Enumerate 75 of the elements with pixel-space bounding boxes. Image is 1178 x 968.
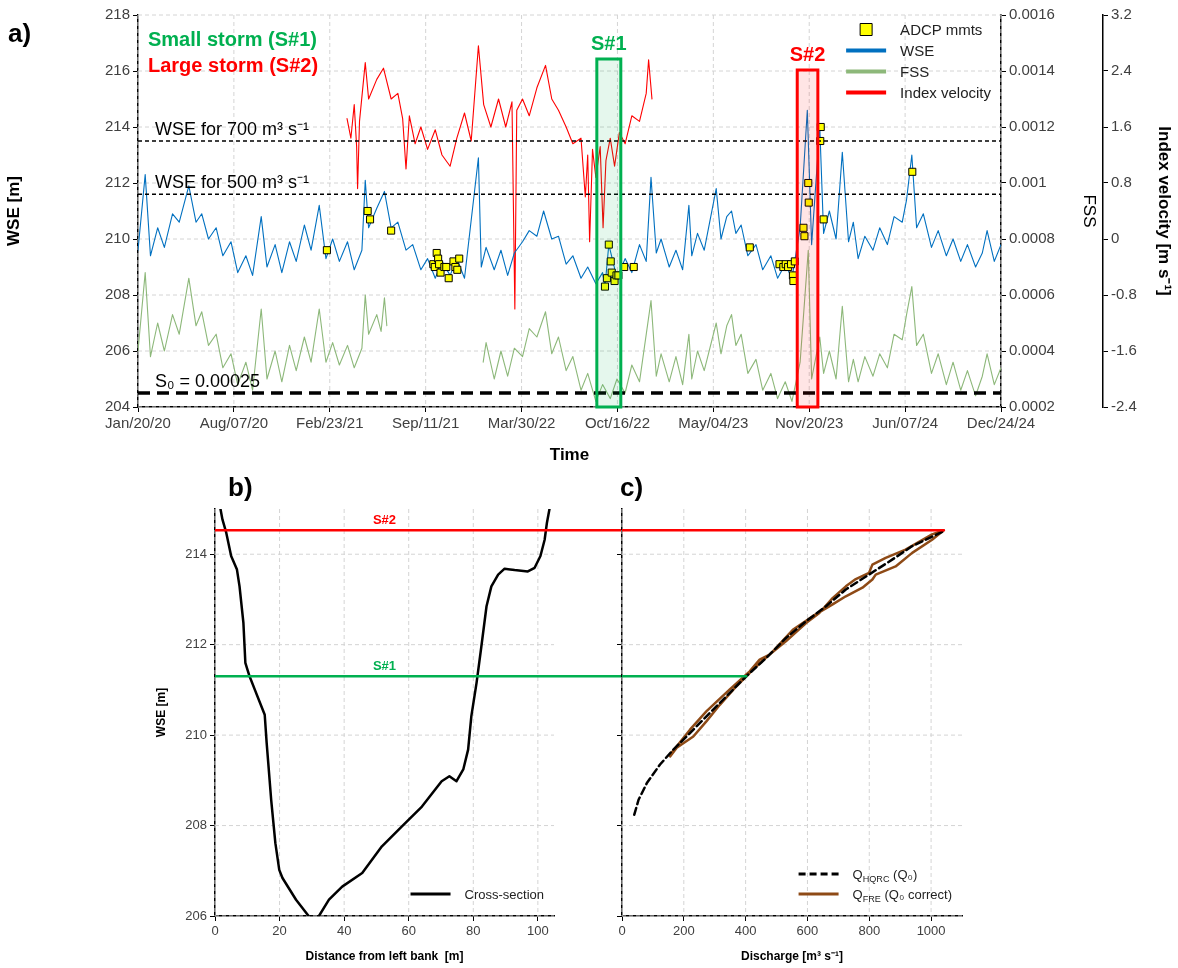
- x-tick-label: 40: [336, 923, 352, 939]
- x-tick-label: May/04/23: [678, 414, 749, 432]
- ref-line-label: WSE for 500 m³ s⁻¹: [155, 172, 310, 193]
- y-tick-label: 218: [104, 5, 130, 23]
- y3-tick-label: -0.8: [1111, 285, 1137, 303]
- y2-tick-label: 0.0004: [1009, 341, 1055, 359]
- x-tick-label: Oct/16/22: [584, 414, 650, 432]
- y2-axis-title: FSS: [1080, 194, 1100, 228]
- annotation: Small storm (S#1): [148, 28, 317, 50]
- x-tick-label: Feb/23/21: [296, 414, 364, 432]
- y-tick-label: 208: [185, 817, 207, 833]
- y2-tick-label: 0.0012: [1009, 117, 1055, 135]
- y3-tick-label: 0.8: [1111, 173, 1132, 191]
- x-tick-label: Dec/24/24: [966, 414, 1036, 432]
- legend-label: Index velocity: [900, 83, 992, 101]
- legend-label: FSS: [900, 62, 930, 80]
- x-axis-title: Discharge [m³ s⁻¹]: [740, 949, 844, 964]
- y3-tick-label: -1.6: [1111, 341, 1137, 359]
- y3-tick-label: 2.4: [1111, 61, 1132, 79]
- y-tick-label: 210: [104, 229, 130, 247]
- y-tick-label: 212: [104, 173, 130, 191]
- x-tick-label: 60: [401, 923, 416, 939]
- legend-label: WSE: [900, 41, 935, 59]
- chart-title: b): [228, 472, 253, 502]
- chart-title: c): [620, 472, 644, 502]
- y-axis-title: WSE [m]: [3, 176, 23, 246]
- y3-tick-label: 3.2: [1111, 5, 1132, 23]
- y-axis-title: WSE [m]: [153, 687, 168, 738]
- y2-tick-label: 0.0016: [1009, 5, 1055, 23]
- y3-axis-title: Index velocity [m s⁻¹]: [1155, 126, 1175, 296]
- ref-line-label: S₀ = 0.00025: [155, 371, 261, 391]
- chart-title: a): [8, 18, 32, 48]
- y-tick-label: 206: [185, 907, 207, 923]
- y-tick-label: 212: [185, 636, 207, 652]
- x-tick-label: Jan/20/20: [105, 414, 171, 432]
- band-label: S#1: [591, 32, 627, 54]
- y-tick-label: 206: [104, 341, 130, 359]
- x-axis-title: Time: [549, 445, 590, 465]
- x-tick-label: Mar/30/22: [487, 414, 556, 432]
- legend-label: Cross-section: [464, 886, 544, 902]
- band-label: S#2: [789, 43, 826, 65]
- ref-line-label: S#1: [372, 658, 397, 674]
- x-tick-label: 80: [466, 923, 481, 939]
- y2-tick-label: 0.0014: [1009, 61, 1055, 79]
- x-tick-label: 400: [734, 923, 757, 939]
- y2-tick-label: 0.0006: [1009, 285, 1055, 303]
- legend-label: ADCP mmts: [900, 20, 983, 38]
- x-tick-label: 100: [527, 923, 549, 939]
- x-tick-label: 600: [796, 923, 819, 939]
- y3-tick-label: -2.4: [1111, 397, 1137, 415]
- y-tick-label: 208: [104, 285, 130, 303]
- x-tick-label: Jun/07/24: [872, 414, 939, 432]
- y3-tick-label: 0: [1111, 229, 1120, 247]
- x-tick-label: 1000: [916, 923, 946, 939]
- x-tick-label: Sep/11/21: [392, 414, 460, 432]
- ref-line-label: WSE for 700 m³ s⁻¹: [155, 119, 310, 139]
- x-tick-label: 200: [672, 923, 695, 939]
- y-tick-label: 204: [104, 397, 130, 415]
- y3-tick-label: 1.6: [1111, 117, 1132, 135]
- y-tick-label: 214: [104, 117, 130, 135]
- x-axis-title: Distance from left bank [m]: [305, 949, 464, 964]
- annotation: Large storm (S#2): [148, 54, 319, 76]
- y2-tick-label: 0.0008: [1009, 229, 1055, 247]
- x-tick-label: Nov/20/23: [775, 414, 844, 432]
- y-tick-label: 214: [185, 545, 207, 561]
- y-tick-label: 216: [104, 61, 130, 79]
- x-tick-label: 0: [211, 923, 219, 939]
- x-tick-label: Aug/07/20: [199, 414, 269, 432]
- y2-tick-label: 0.001: [1009, 173, 1047, 191]
- y-tick-label: 210: [185, 726, 207, 742]
- x-tick-label: 0: [618, 923, 626, 939]
- x-tick-label: 800: [858, 923, 881, 939]
- x-tick-label: 20: [272, 923, 287, 939]
- y2-tick-label: 0.0002: [1009, 397, 1055, 415]
- ref-line-label: S#2: [372, 512, 397, 528]
